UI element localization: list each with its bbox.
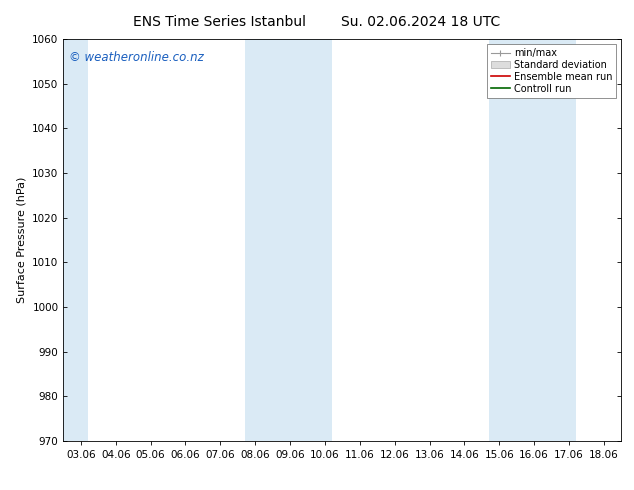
Text: © weatheronline.co.nz: © weatheronline.co.nz — [69, 51, 204, 64]
Bar — [63, 39, 87, 441]
Legend: min/max, Standard deviation, Ensemble mean run, Controll run: min/max, Standard deviation, Ensemble me… — [487, 44, 616, 98]
Text: ENS Time Series Istanbul        Su. 02.06.2024 18 UTC: ENS Time Series Istanbul Su. 02.06.2024 … — [133, 15, 501, 29]
Bar — [489, 39, 576, 441]
Bar — [245, 39, 332, 441]
Y-axis label: Surface Pressure (hPa): Surface Pressure (hPa) — [16, 177, 27, 303]
